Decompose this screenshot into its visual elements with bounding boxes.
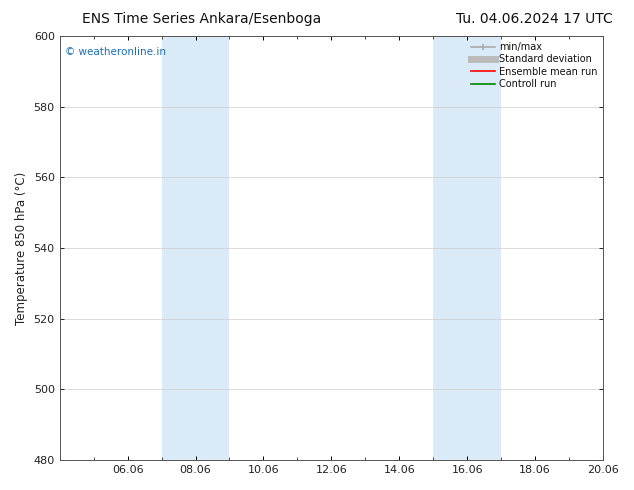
Legend: min/max, Standard deviation, Ensemble mean run, Controll run: min/max, Standard deviation, Ensemble me…: [467, 38, 601, 93]
Text: Tu. 04.06.2024 17 UTC: Tu. 04.06.2024 17 UTC: [456, 12, 613, 26]
Bar: [433, 36, 501, 460]
Text: © weatheronline.in: © weatheronline.in: [65, 47, 166, 57]
Text: ENS Time Series Ankara/Esenboga: ENS Time Series Ankara/Esenboga: [82, 12, 321, 26]
Y-axis label: Temperature 850 hPa (°C): Temperature 850 hPa (°C): [15, 172, 28, 325]
Bar: [162, 36, 230, 460]
